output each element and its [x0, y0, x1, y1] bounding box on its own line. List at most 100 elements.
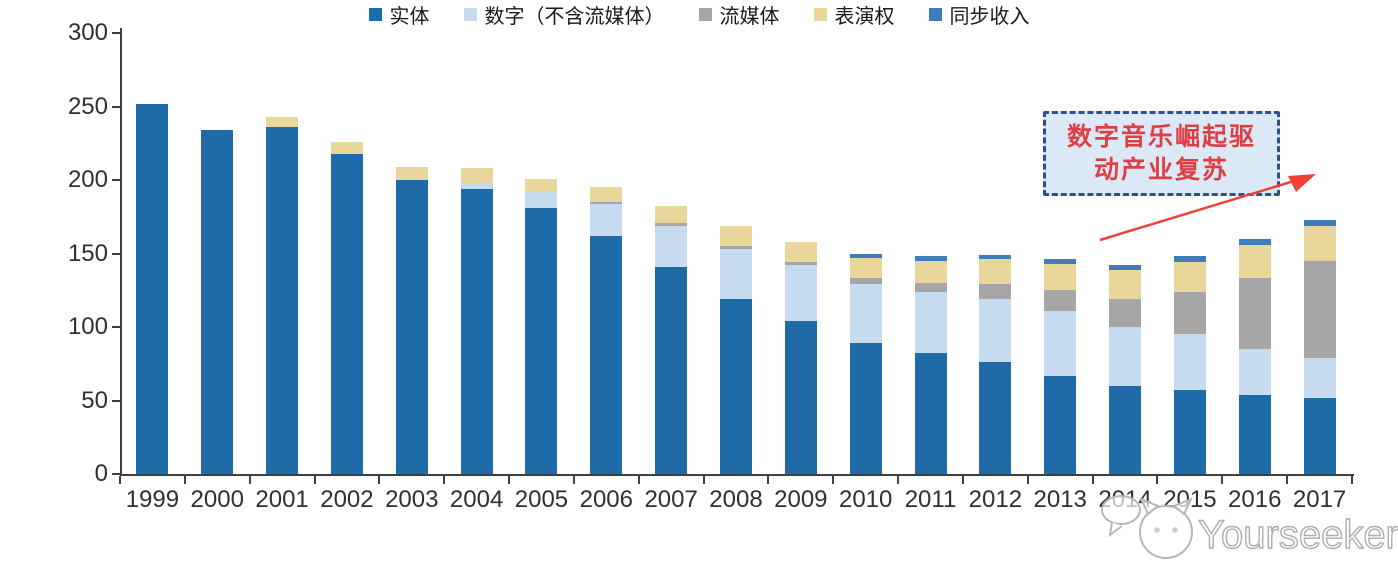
bar-segment	[136, 103, 169, 474]
bar-segment	[525, 191, 558, 208]
x-axis-label: 2017	[1292, 486, 1347, 513]
bar-segment	[266, 127, 299, 474]
y-axis-tick	[112, 399, 120, 402]
watermark-text: Yourseeker	[1198, 513, 1398, 557]
bar-segment	[1044, 263, 1077, 291]
x-axis-label: 2002	[320, 486, 374, 513]
bar-segment	[1109, 299, 1142, 327]
bar-segment	[979, 259, 1012, 285]
legend-swatch-icon	[463, 8, 477, 21]
bar-segment	[1303, 260, 1336, 358]
bar-segment	[720, 249, 752, 300]
bar-segment	[590, 235, 623, 474]
y-axis-tick-label: 0	[94, 460, 108, 487]
annotation-text-line1: 数字音乐崛起驱	[1066, 122, 1256, 151]
bar-segment	[201, 130, 234, 474]
bar-segment	[395, 178, 428, 180]
legend-item: 数字（不含流媒体）	[463, 0, 665, 29]
x-axis-tick	[961, 476, 964, 484]
bar-segment	[1173, 291, 1206, 335]
bar-segment	[849, 257, 882, 279]
bar-segment	[1238, 278, 1271, 350]
legend-item: 表演权	[813, 0, 895, 29]
x-axis-label: 2010	[838, 486, 893, 513]
legend-item: 实体	[368, 0, 430, 29]
legend-swatch-icon	[813, 8, 827, 21]
bar-segment	[1173, 390, 1206, 474]
bar-segment	[914, 260, 947, 283]
bar-segment	[979, 362, 1012, 474]
bar-segment	[655, 222, 688, 226]
bar-segment	[460, 188, 493, 474]
x-axis-tick	[1286, 476, 1289, 484]
bar-segment	[979, 254, 1012, 260]
legend-item: 同步收入	[928, 0, 1030, 29]
legend-item-label: 同步收入	[949, 6, 1030, 28]
x-axis-label: 2006	[579, 486, 633, 513]
bar-segment	[720, 246, 752, 250]
bar-segment	[590, 187, 623, 203]
x-axis-label: 2011	[904, 486, 957, 513]
legend-item-label: 表演权	[834, 6, 895, 28]
x-axis-label: 2015	[1163, 486, 1217, 513]
bar-segment	[330, 153, 363, 474]
x-axis-label: 2005	[514, 486, 569, 513]
bar-segment	[849, 278, 882, 285]
legend-swatch-icon	[698, 8, 712, 21]
bar-segment	[395, 180, 428, 474]
bar-segment	[849, 284, 882, 344]
bar-segment	[460, 182, 493, 189]
bar-segment	[590, 202, 623, 204]
bar-segment	[784, 321, 817, 474]
bar-segment	[460, 168, 493, 183]
y-axis-tick	[112, 105, 120, 108]
x-axis-tick	[832, 476, 835, 484]
x-axis-label: 2008	[709, 486, 763, 513]
bar-segment	[1044, 290, 1077, 311]
x-axis-label: 2003	[385, 486, 439, 513]
x-axis-label: 1999	[125, 486, 180, 513]
bar-segment	[1303, 225, 1336, 261]
bar-segment	[914, 353, 947, 474]
bar-segment	[525, 178, 558, 192]
bar-segment	[330, 141, 363, 154]
x-axis-tick	[508, 476, 511, 484]
bar-segment	[914, 291, 947, 354]
bar-segment	[1044, 310, 1077, 376]
bar-segment	[784, 265, 817, 322]
legend-item-label: 数字（不含流媒体）	[484, 6, 665, 28]
legend-item-label: 流媒体	[719, 6, 780, 28]
x-axis-label: 2009	[774, 486, 828, 513]
bar-segment	[1303, 219, 1336, 226]
y-axis-tick-label: 300	[67, 19, 108, 46]
x-axis-tick	[702, 476, 705, 484]
y-axis-tick	[112, 179, 120, 181]
bar-segment	[1238, 394, 1271, 474]
x-axis-label: 2000	[190, 486, 244, 513]
legend-swatch-icon	[928, 8, 942, 21]
x-axis-tick	[1026, 476, 1029, 484]
x-axis-label: 2016	[1228, 486, 1282, 513]
y-axis-tick	[112, 32, 120, 34]
x-axis-tick	[767, 476, 770, 484]
x-axis-tick	[897, 476, 900, 484]
y-axis-tick-label: 200	[67, 166, 108, 193]
y-axis-tick	[112, 252, 120, 255]
bar-segment	[1173, 256, 1206, 263]
bar-segment	[979, 299, 1012, 363]
bar-segment	[590, 203, 623, 236]
x-axis-tick	[1091, 476, 1094, 484]
x-axis-tick	[1221, 476, 1224, 484]
y-axis-tick-label: 100	[67, 313, 108, 340]
x-axis-label: 2007	[644, 486, 698, 513]
x-axis-label: 2012	[968, 486, 1023, 513]
y-axis-line	[120, 28, 122, 476]
y-axis-tick	[112, 473, 120, 475]
bar-segment	[525, 207, 558, 474]
bar-segment	[395, 166, 428, 179]
x-axis-tick	[1156, 476, 1159, 484]
x-axis-tick	[1351, 476, 1353, 484]
legend-item-label: 实体	[389, 6, 430, 28]
bar-segment	[979, 284, 1012, 300]
